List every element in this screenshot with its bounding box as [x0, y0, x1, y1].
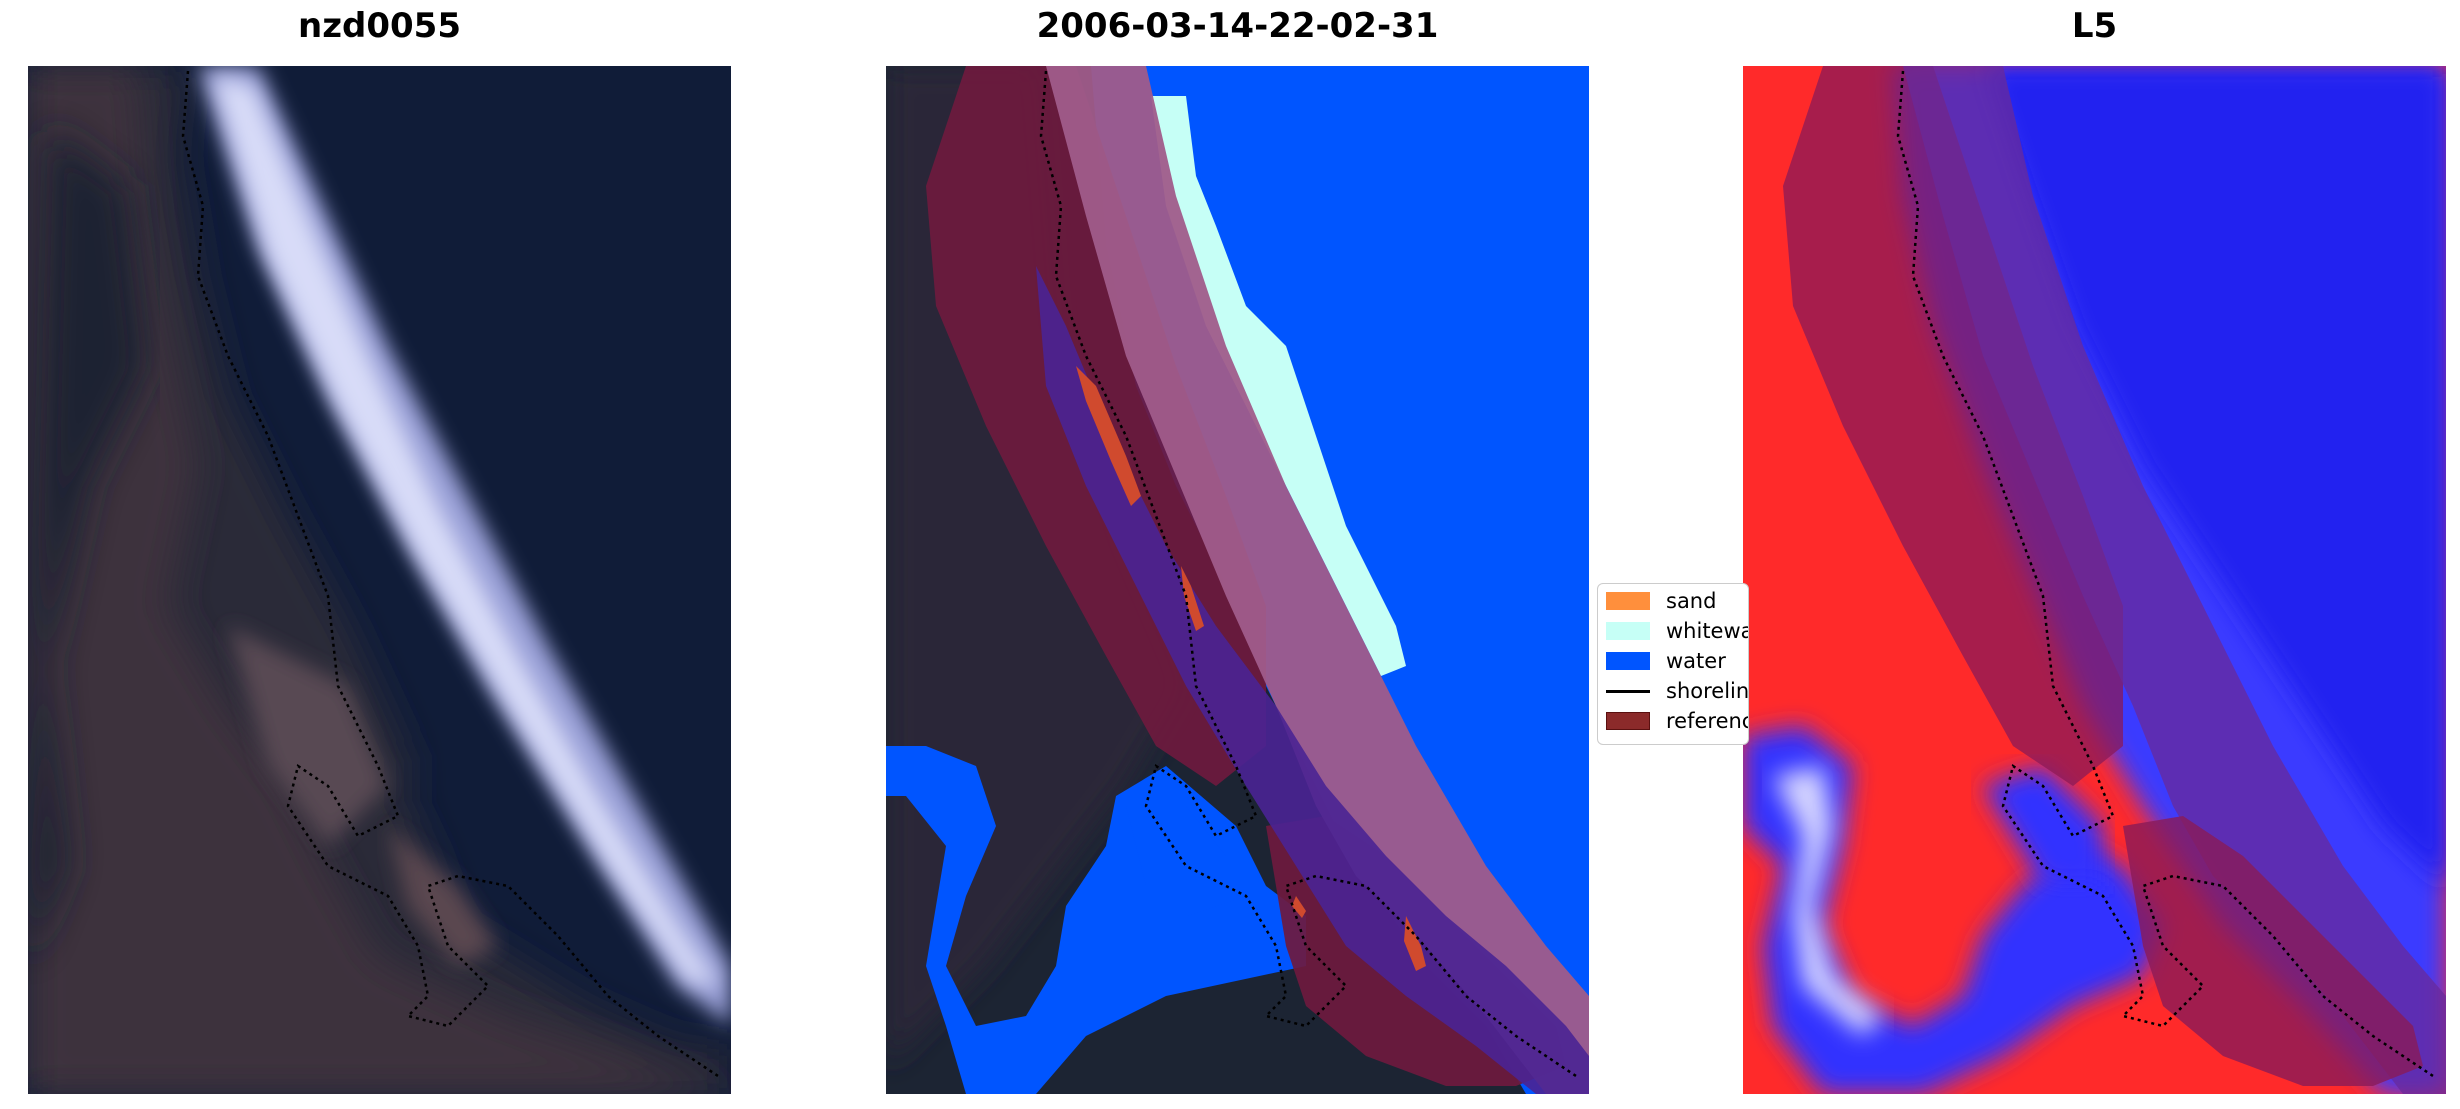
legend-label-shoreline: shoreline: [1666, 679, 1749, 703]
panel-title-classification: 2006-03-14-22-02-31: [1036, 6, 1439, 46]
legend-line-shoreline: [1606, 689, 1650, 693]
legend: sand whitewater water shoreline referenc…: [1597, 583, 1749, 745]
index-image: [1743, 66, 2446, 1094]
overlap-band: [1046, 66, 1589, 1094]
legend-item-water: water: [1606, 648, 1726, 674]
index-panel: [1743, 66, 2446, 1094]
legend-item-reference: reference: [1606, 708, 1748, 734]
rgb-image: [28, 66, 731, 1094]
rgb-image-panel: [28, 66, 731, 1094]
whitewater-class: [1151, 96, 1406, 676]
legend-label-sand: sand: [1666, 589, 1717, 613]
legend-item-sand: sand: [1606, 588, 1716, 614]
panel-title-index: L5: [2071, 6, 2118, 46]
legend-item-shoreline: shoreline: [1606, 678, 1749, 704]
classification-panel: [886, 66, 1589, 1094]
legend-swatch-sand: [1606, 592, 1650, 610]
legend-swatch-whitewater: [1606, 622, 1650, 640]
legend-swatch-reference: [1606, 712, 1650, 730]
panel-title-rgb: nzd0055: [298, 6, 461, 46]
legend-label-whitewater: whitewater: [1666, 619, 1748, 643]
legend-item-whitewater: whitewater: [1606, 618, 1748, 644]
legend-label-reference: reference: [1666, 709, 1748, 733]
legend-swatch-water: [1606, 652, 1650, 670]
classification-image: [886, 66, 1589, 1094]
legend-label-water: water: [1666, 649, 1726, 673]
